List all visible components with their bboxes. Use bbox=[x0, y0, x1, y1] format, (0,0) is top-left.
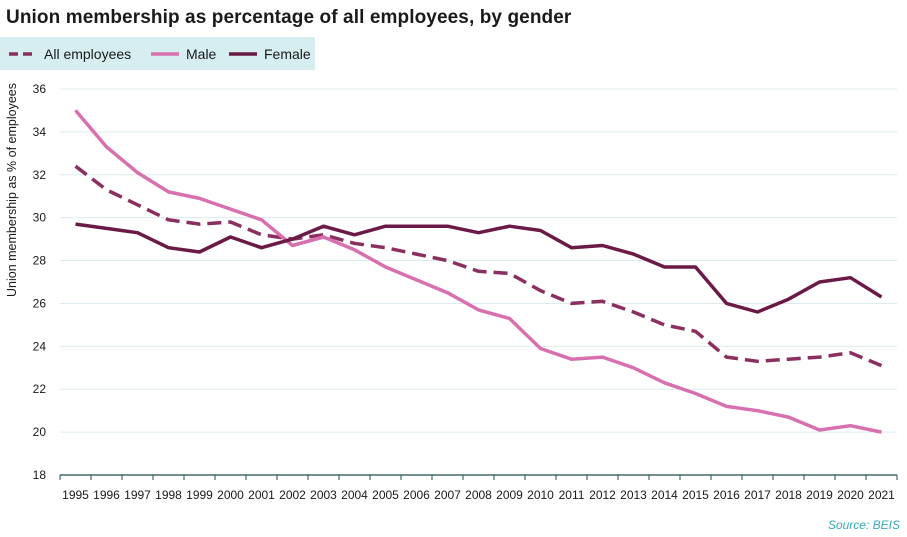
x-tick-label: 1998 bbox=[155, 488, 182, 502]
legend-swatch-male bbox=[151, 51, 179, 56]
x-tick-label: 1995 bbox=[62, 488, 89, 502]
x-tick-label: 2012 bbox=[589, 488, 616, 502]
x-tick-label: 2021 bbox=[868, 488, 895, 502]
y-tick-label: 22 bbox=[33, 382, 47, 396]
legend-label-male: Male bbox=[186, 45, 217, 62]
x-tick-label: 2019 bbox=[806, 488, 833, 502]
y-tick-label: 28 bbox=[33, 254, 47, 268]
source-note: Source: BEIS bbox=[827, 518, 900, 532]
x-tick-label: 2016 bbox=[713, 488, 740, 502]
x-tick-label: 2017 bbox=[744, 488, 771, 502]
series-line-female bbox=[75, 222, 883, 314]
y-tick-label: 18 bbox=[33, 468, 47, 482]
series-line-male bbox=[74, 109, 882, 434]
y-tick-label: 30 bbox=[33, 211, 47, 225]
x-tick-label: 2001 bbox=[248, 488, 275, 502]
x-tick-label: 2005 bbox=[372, 488, 399, 502]
legend-item-male: Male bbox=[150, 37, 216, 70]
y-tick-label: 36 bbox=[33, 82, 47, 96]
x-tick-label: 2010 bbox=[527, 488, 554, 502]
x-tick-label: 1999 bbox=[186, 488, 213, 502]
legend-item-female: Female bbox=[228, 37, 311, 70]
x-tick-label: 2004 bbox=[341, 488, 368, 502]
x-tick-label: 2009 bbox=[496, 488, 523, 502]
x-tick-label: 2015 bbox=[682, 488, 709, 502]
x-tick-label: 2006 bbox=[403, 488, 430, 502]
x-tick-label: 2014 bbox=[651, 488, 678, 502]
x-tick-label: 1997 bbox=[124, 488, 151, 502]
series-line-all-employees bbox=[74, 164, 883, 368]
y-tick-label: 20 bbox=[33, 425, 47, 439]
legend-item-all-employees: All employees bbox=[8, 37, 131, 70]
y-tick-label: 26 bbox=[33, 296, 47, 310]
legend-swatch-all-employees bbox=[9, 51, 37, 56]
x-tick-label: 2011 bbox=[559, 488, 585, 502]
x-tick-label: 2018 bbox=[775, 488, 802, 502]
chart-title: Union membership as percentage of all em… bbox=[6, 7, 572, 28]
legend-label-female: Female bbox=[264, 45, 311, 62]
x-tick-label: 2020 bbox=[837, 488, 864, 502]
y-tick-label: 34 bbox=[33, 125, 47, 139]
x-tick-label: 2007 bbox=[434, 488, 461, 502]
y-tick-label: 32 bbox=[33, 168, 47, 182]
x-tick-label: 2000 bbox=[217, 488, 244, 502]
x-tick-label: 2008 bbox=[465, 488, 492, 502]
x-tick-label: 1996 bbox=[93, 488, 120, 502]
legend-label-all-employees: All employees bbox=[44, 45, 132, 62]
x-tick-label: 2013 bbox=[620, 488, 647, 502]
x-tick-label: 2003 bbox=[310, 488, 337, 502]
y-tick-label: 24 bbox=[33, 339, 47, 353]
x-tick-label: 2002 bbox=[279, 488, 306, 502]
chart-legend: All employees Male Female bbox=[0, 37, 315, 70]
legend-swatch-female bbox=[229, 51, 257, 56]
